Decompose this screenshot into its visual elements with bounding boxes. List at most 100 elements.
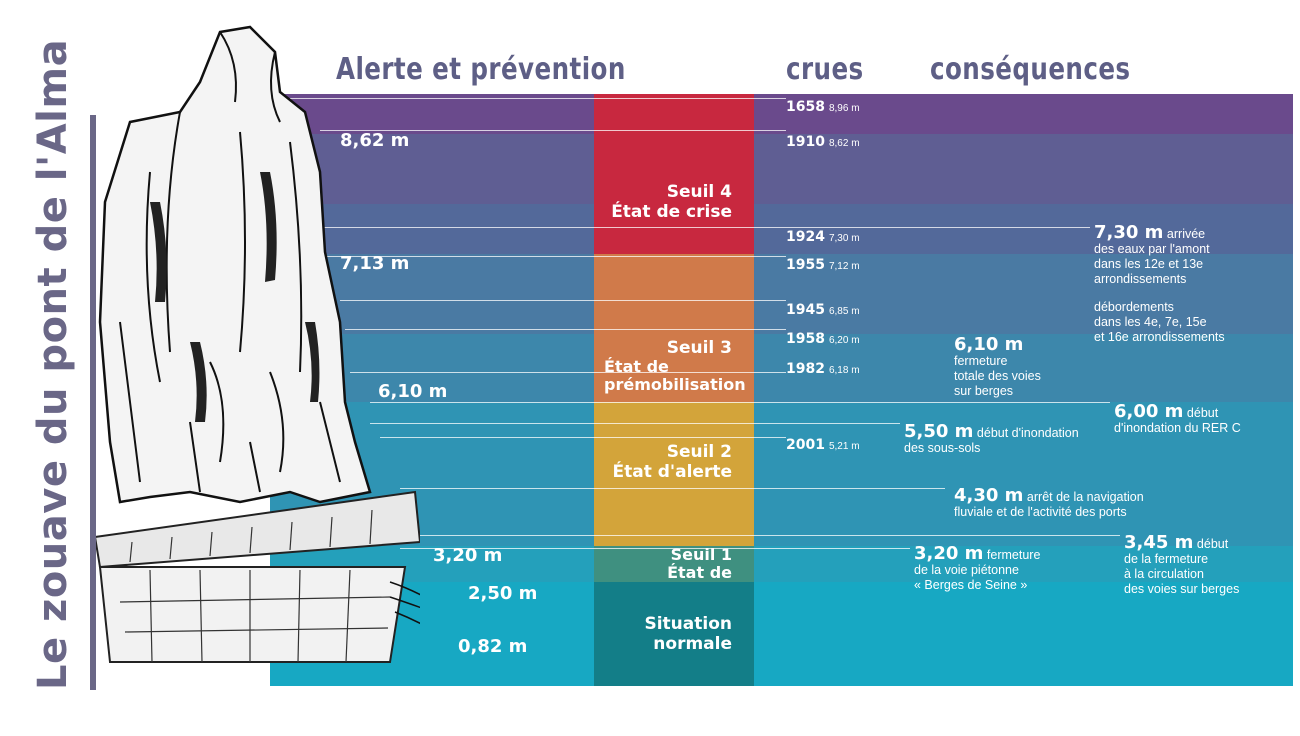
band (270, 254, 1293, 334)
consequence-text: des eaux par l'amont (1094, 242, 1210, 256)
level-line (320, 256, 786, 257)
alert-level: 8,62 m (340, 130, 410, 151)
seuil-3-title: Seuil 3 (666, 338, 732, 358)
crue-height: 6,20 m (828, 335, 860, 346)
seuil-1-title: Seuil 1 (670, 545, 732, 564)
crue-entry: 1910 8,62 m (786, 133, 860, 151)
crue-height: 7,12 m (828, 261, 860, 272)
normal-title: Situation (644, 614, 732, 634)
band (270, 204, 1293, 254)
consequence-3-20: 3,20 m fermeture de la voie piétonne « B… (914, 545, 1041, 593)
crue-year: 2001 (786, 437, 825, 453)
alert-level: 2,50 m (468, 583, 538, 604)
consequence-text: dans les 12e et 13e (1094, 257, 1204, 271)
band (270, 334, 1293, 402)
crue-year: 1924 (786, 229, 825, 245)
header-alerte: Alerte et prévention (336, 52, 626, 87)
consequence-text: totale des voies (954, 369, 1041, 383)
consequence-text: « Berges de Seine » (914, 578, 1028, 592)
crue-year: 1910 (786, 134, 825, 150)
crue-entry: 1982 6,18 m (786, 360, 860, 378)
consequence-4-30: 4,30 m arrêt de la navigation fluviale e… (954, 485, 1144, 520)
level-line (400, 548, 910, 549)
alert-level: 7,13 m (340, 253, 410, 274)
consequence-6-10: 6,10 m fermeture totale des voies sur be… (954, 336, 1041, 399)
consequence-text: des sous-sols (904, 441, 981, 455)
consequence-text: fermeture (986, 548, 1041, 562)
consequence-text: arrêt de la navigation (1026, 490, 1144, 504)
seuil-2-block: Seuil 2 État d'alerte (594, 402, 754, 546)
consequence-text: fluviale et de l'activité des ports (954, 505, 1127, 519)
title-bar (90, 115, 96, 690)
crue-entry: 2001 5,21 m (786, 436, 860, 454)
seuil-3-state: État de prémobilisation (604, 357, 746, 394)
crue-height: 8,62 m (828, 138, 860, 149)
crue-year: 1982 (786, 361, 825, 377)
level-line (290, 98, 786, 99)
vertical-title: Le zouave du pont de l'Alma (30, 38, 76, 690)
crue-height: 6,18 m (828, 365, 860, 376)
seuil-3-block: Seuil 3 État de prémobilisation (594, 254, 754, 402)
crue-entry: 1924 7,30 m (786, 228, 860, 246)
consequence-text: arrondissements (1094, 272, 1187, 286)
seuil-2-state: État d'alerte (612, 462, 733, 482)
crue-year: 1955 (786, 257, 825, 273)
consequence-text: dans les 4e, 7e, 15e (1094, 315, 1207, 329)
header-consequences: conséquences (930, 52, 1131, 87)
consequence-7-30: 7,30 m arrivée des eaux par l'amont dans… (1094, 222, 1210, 287)
consequence-text: débordements (1094, 300, 1174, 314)
level-line (380, 437, 786, 438)
band (270, 94, 1293, 134)
consequence-text: arrivée (1166, 227, 1206, 241)
level-line (320, 130, 786, 131)
seuil-4-state: État de crise (611, 202, 732, 222)
consequence-text: d'inondation du RER C (1114, 421, 1241, 435)
header-crues: crues (786, 52, 864, 87)
level-line (370, 423, 900, 424)
zouave-statue-illustration (93, 25, 420, 663)
alert-level: 0,82 m (458, 636, 528, 657)
normal-block: Situation normale (594, 582, 754, 686)
consequence-text: et 16e arrondissements (1094, 330, 1225, 344)
consequence-6-00: 6,00 m début d'inondation du RER C (1114, 401, 1241, 436)
consequence-level: 6,00 m (1114, 401, 1184, 422)
band (270, 134, 1293, 204)
consequence-text: fermeture (954, 354, 1008, 368)
seuil-4-block: Seuil 4 État de crise (594, 94, 754, 254)
level-line (345, 329, 786, 330)
consequence-text: début d'inondation (976, 426, 1079, 440)
level-line (370, 402, 1110, 403)
crue-height: 6,85 m (828, 306, 860, 317)
consequence-debordements: débordements dans les 4e, 7e, 15e et 16e… (1094, 300, 1225, 345)
consequence-3-45: 3,45 m début de la fermeture à la circul… (1124, 532, 1240, 597)
seuil-4-title: Seuil 4 (666, 182, 732, 202)
consequence-5-50: 5,50 m début d'inondation des sous-sols (904, 421, 1079, 456)
crue-height: 7,30 m (828, 233, 860, 244)
consequence-level: 4,30 m (954, 485, 1024, 506)
consequence-level: 5,50 m (904, 421, 974, 442)
crue-entry: 1945 6,85 m (786, 301, 860, 319)
consequence-text: début (1196, 537, 1229, 551)
consequence-level: 7,30 m (1094, 222, 1164, 243)
seuil-2-title: Seuil 2 (666, 442, 732, 462)
level-line (340, 300, 786, 301)
crue-height: 5,21 m (828, 441, 860, 452)
level-line (305, 227, 1090, 228)
crue-entry: 1955 7,12 m (786, 256, 860, 274)
consequence-text: des voies sur berges (1124, 582, 1240, 596)
consequence-text: début (1186, 406, 1219, 420)
consequence-text: de la fermeture (1124, 552, 1209, 566)
consequence-text: à la circulation (1124, 567, 1204, 581)
band (270, 402, 1293, 546)
consequence-text: sur berges (954, 384, 1014, 398)
consequence-level: 3,45 m (1124, 532, 1194, 553)
band (270, 546, 1293, 582)
alert-level: 3,20 m (433, 545, 503, 566)
crue-year: 1658 (786, 99, 825, 115)
level-line (400, 488, 945, 489)
normal-state: normale (653, 634, 732, 654)
crue-year: 1958 (786, 331, 825, 347)
crue-height: 8,96 m (828, 103, 860, 114)
crue-year: 1945 (786, 302, 825, 318)
level-line (350, 372, 786, 373)
